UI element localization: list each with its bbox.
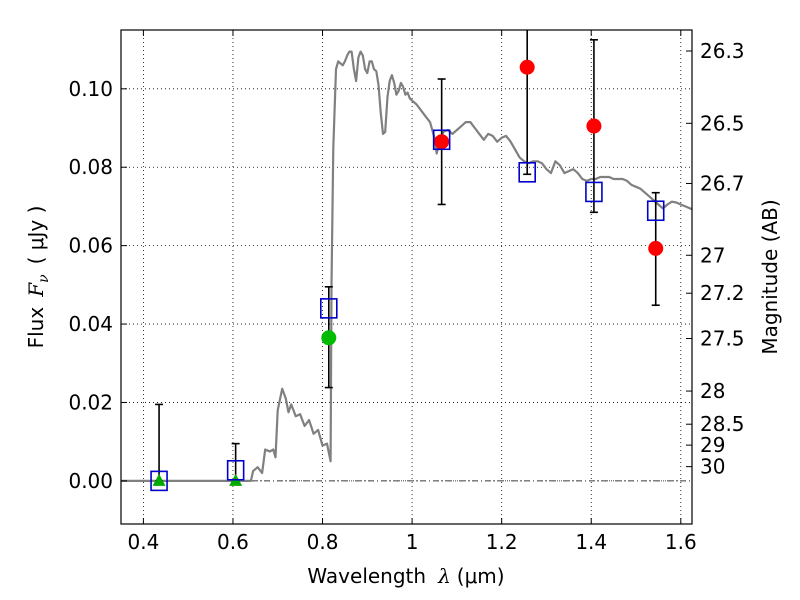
- y-tick-label: 0.08: [68, 155, 113, 179]
- magnitude-tick-label: 30: [700, 455, 725, 479]
- model-photometry-square: [226, 459, 245, 481]
- nir-detection-point: [586, 118, 602, 134]
- model-photometry-square: [432, 129, 451, 151]
- nir-detection-point: [648, 240, 664, 256]
- magnitude-tick-label: 28.5: [700, 412, 745, 436]
- magnitude-tick-label: 26.5: [700, 111, 745, 135]
- y-tick-label: 0.06: [68, 234, 113, 258]
- plot-frame: [120, 29, 693, 525]
- x-tick-label: 1.6: [665, 530, 697, 554]
- x-tick-label: 1: [406, 530, 419, 554]
- magnitude-tick-label: 27.2: [700, 281, 745, 305]
- y-axis-ticks: 0.00 0.02 0.04 0.06 0.08 0.10: [68, 77, 127, 493]
- data-markers: [150, 59, 665, 492]
- model-photometry-square: [646, 200, 665, 222]
- y-tick-label: 0.10: [68, 77, 113, 101]
- x-tick-label: 0.8: [307, 530, 339, 554]
- x-tick-label: 0.6: [217, 530, 249, 554]
- y-tick-label: 0.00: [68, 469, 113, 493]
- magnitude-tick-label: 29: [700, 433, 725, 457]
- model-spectrum-line: [121, 50, 693, 482]
- magnitude-tick-label: 28: [700, 379, 725, 403]
- magnitude-tick-label: 26.7: [700, 171, 745, 195]
- y-tick-label: 0.02: [68, 390, 113, 414]
- nondetection-triangle: [152, 473, 166, 486]
- magnitude-tick-label: 27: [700, 243, 725, 267]
- y-tick-label: 0.04: [68, 312, 113, 336]
- x-tick-label: 1.2: [486, 530, 518, 554]
- model-spectrum: [121, 50, 693, 482]
- magnitude-tick-label: 27.5: [700, 327, 745, 351]
- nir-detection-point: [519, 59, 535, 75]
- nir-detection-point: [434, 134, 450, 150]
- x-axis-label: Wavelength λ (μm): [307, 564, 504, 588]
- optical-detection-point: [321, 330, 337, 346]
- model-photometry-square: [518, 162, 536, 183]
- x-axis-ticks: 0.4 0.6 0.8 1 1.2 1.4 1.6: [127, 30, 697, 554]
- y2-axis-label: Magnitude (AB): [758, 199, 782, 354]
- x-tick-label: 0.4: [127, 530, 159, 554]
- magnitude-tick-label: 26.3: [700, 39, 745, 63]
- x-tick-label: 1.4: [575, 530, 607, 554]
- model-photometry-square: [319, 298, 338, 319]
- y-axis-label: FluxFν( μJy ): [24, 206, 52, 349]
- model-photometry-square: [150, 470, 168, 492]
- model-photometry-square: [585, 181, 603, 203]
- plot-background: [121, 30, 692, 524]
